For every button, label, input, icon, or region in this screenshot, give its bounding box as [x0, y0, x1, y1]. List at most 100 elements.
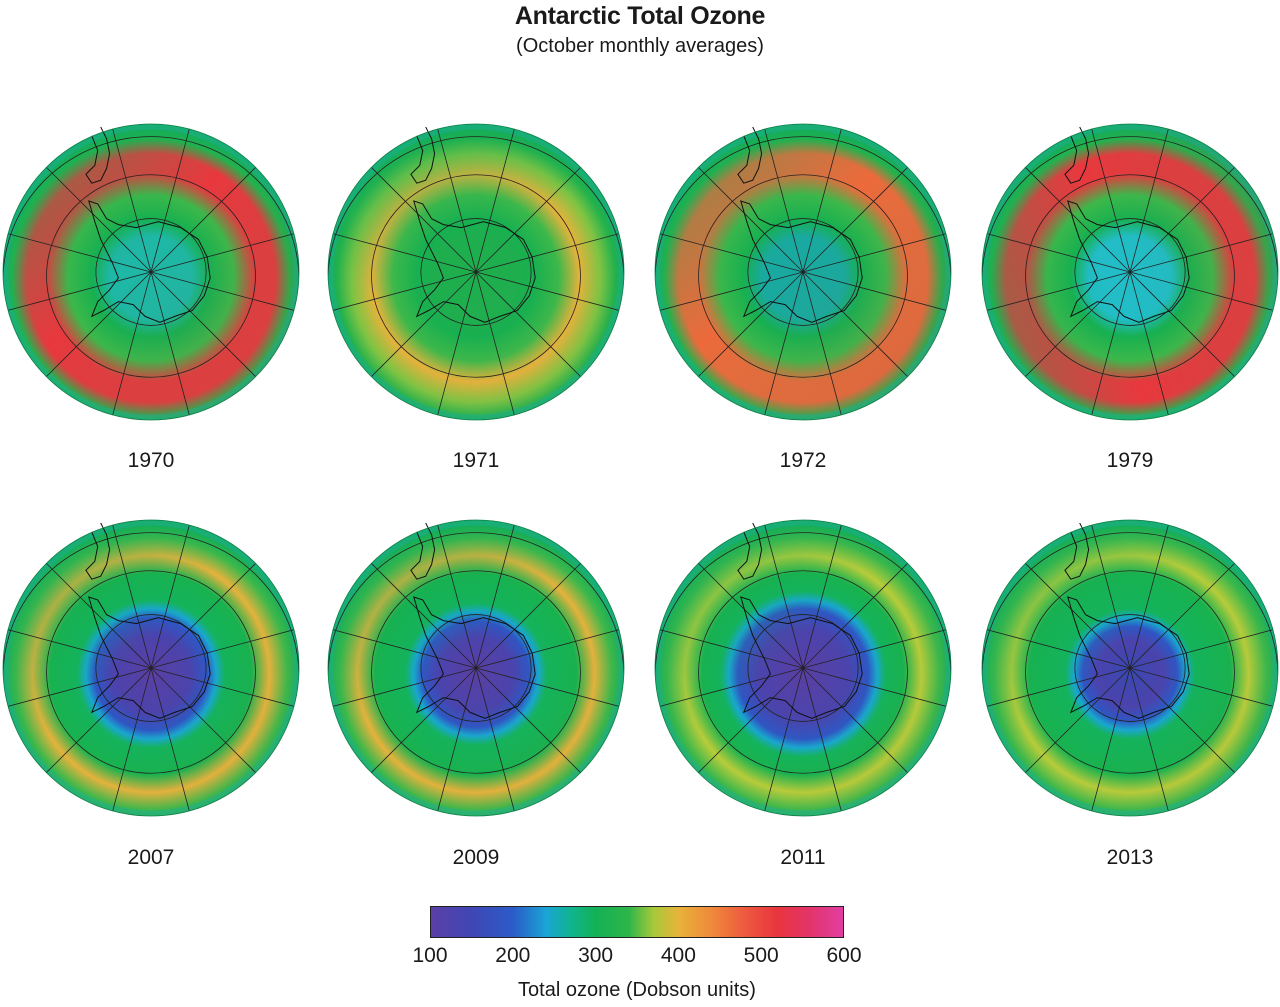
meridian-line [802, 271, 919, 388]
ozone-map-1979 [981, 123, 1279, 421]
latitude-line [698, 174, 908, 378]
meridian-line [328, 229, 477, 273]
south-america-coastline [410, 522, 436, 580]
meridian-line [1129, 667, 1173, 816]
latitude-line [420, 614, 532, 722]
meridian-line [687, 667, 804, 784]
latitude-line [747, 218, 859, 326]
meridian-line [982, 667, 1131, 711]
meridian-line [150, 520, 194, 669]
meridian-line [328, 625, 477, 669]
ozone-map-2007 [2, 519, 300, 817]
globe-edge [328, 124, 624, 420]
meridian-line [475, 520, 519, 669]
meridian-line [687, 552, 804, 669]
globe-outline [654, 123, 952, 421]
meridian-line [150, 271, 267, 388]
meridian-line [1087, 520, 1131, 669]
graticule [3, 124, 299, 420]
map-year-label: 2013 [1106, 846, 1154, 869]
antarctica-coastline [1067, 596, 1190, 719]
meridian-line [360, 271, 477, 388]
meridian-line [328, 667, 477, 711]
meridian-line [760, 520, 804, 669]
meridian-line [150, 271, 299, 315]
latitude-line [46, 174, 256, 378]
ozone-map-2011 [654, 519, 952, 817]
meridian-line [150, 271, 194, 420]
meridian-line [150, 667, 194, 816]
meridian-line [360, 552, 477, 669]
meridian-line [433, 271, 477, 420]
meridian-line [760, 667, 804, 816]
meridian-line [35, 271, 152, 388]
globe-edge [982, 520, 1278, 816]
meridian-line [1129, 667, 1246, 784]
south-america-coastline [410, 126, 436, 184]
latitude-line [371, 570, 581, 774]
meridian-line [982, 271, 1131, 315]
globe-edge [3, 124, 299, 420]
map-year-label: 2011 [780, 846, 826, 869]
meridian-line [1129, 271, 1173, 420]
latitude-line [1025, 174, 1235, 378]
meridian-line [3, 667, 152, 711]
meridian-line [802, 156, 919, 273]
meridian-line [3, 271, 152, 315]
meridian-line [655, 667, 804, 711]
meridian-line [1129, 124, 1173, 273]
meridian-line [328, 271, 477, 315]
colorbar-tick-label: 100 [412, 944, 448, 967]
meridian-line [108, 667, 152, 816]
meridian-line [1129, 156, 1246, 273]
globe-outline [654, 519, 952, 817]
meridian-line [150, 156, 267, 273]
meridian-line [360, 156, 477, 273]
meridian-line [475, 552, 592, 669]
graticule [982, 520, 1278, 816]
ozone-map-1970 [2, 123, 300, 421]
meridian-line [475, 667, 624, 711]
meridian-line [1129, 625, 1278, 669]
latitude-line [1074, 218, 1186, 326]
latitude-line [371, 174, 581, 378]
meridian-line [433, 667, 477, 816]
colorbar-tick-label: 500 [743, 944, 779, 967]
globe-edge [655, 124, 951, 420]
meridian-line [3, 229, 152, 273]
meridian-line [475, 271, 624, 315]
colorbar-label: Total ozone (Dobson units) [518, 979, 756, 1001]
meridian-line [3, 625, 152, 669]
latitude-line [1025, 570, 1235, 774]
south-america-coastline [737, 522, 763, 580]
antarctica-coastline [413, 200, 536, 323]
meridian-line [108, 520, 152, 669]
meridian-line [802, 625, 951, 669]
latitude-line [698, 570, 908, 774]
meridian-line [475, 667, 519, 816]
colorbar-tick-label: 200 [495, 944, 531, 967]
meridian-line [1087, 124, 1131, 273]
meridian-line [108, 271, 152, 420]
map-year-label: 1979 [1106, 449, 1154, 472]
colorbar [430, 906, 844, 938]
meridian-line [433, 520, 477, 669]
antarctica-coastline [88, 596, 211, 719]
meridian-line [802, 552, 919, 669]
south-america-coastline [737, 126, 763, 184]
meridian-line [655, 271, 804, 315]
antarctica-coastline [413, 596, 536, 719]
meridian-line [35, 156, 152, 273]
meridian-line [433, 124, 477, 273]
meridian-line [655, 229, 804, 273]
meridian-line [475, 625, 624, 669]
meridian-line [1129, 229, 1278, 273]
meridian-line [150, 625, 299, 669]
globe-outline [327, 519, 625, 817]
map-year-label: 1971 [452, 449, 500, 472]
meridian-line [35, 667, 152, 784]
globe-outline [981, 519, 1279, 817]
meridian-line [1014, 552, 1131, 669]
meridian-line [150, 124, 194, 273]
latitude-line [1074, 614, 1186, 722]
